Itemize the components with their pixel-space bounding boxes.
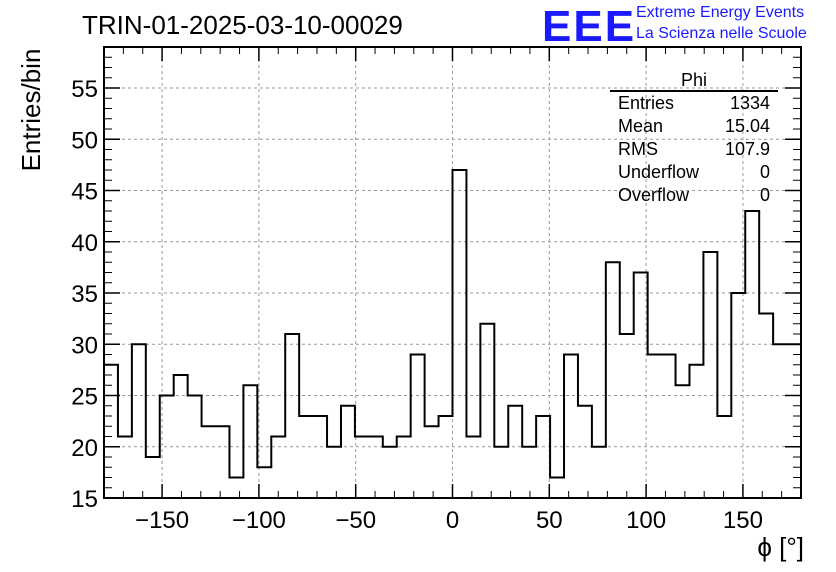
logo-line-2: La Scienza nelle Scuole	[636, 25, 807, 42]
eee-logo: EEE	[542, 2, 637, 51]
x-tick-label: −100	[232, 507, 286, 534]
stats-label: Underflow	[618, 162, 700, 182]
stats-value: 15.04	[724, 116, 770, 136]
stats-value: 0	[759, 162, 770, 182]
y-axis-label: Entries/bin	[16, 48, 46, 172]
stats-label: RMS	[618, 139, 658, 159]
x-tick-label: 50	[536, 507, 563, 534]
y-tick-label: 30	[71, 332, 98, 359]
stats-label: Entries	[618, 93, 675, 113]
stats-label: Overflow	[618, 185, 690, 205]
stats-row-mean: Mean 15.04	[610, 115, 778, 138]
tick-labels: −150 −100 −50 0 50 100 150 15 20 25 30 35 40 45 50 55	[71, 76, 763, 534]
y-tick-label: 15	[71, 486, 98, 513]
x-axis-label: ϕ [°]	[757, 532, 804, 562]
x-tick-label: −150	[135, 507, 189, 534]
x-tick-label: 0	[446, 507, 459, 534]
y-tick-label: 50	[71, 127, 98, 154]
y-tick-label: 35	[71, 281, 98, 308]
stats-value: 0	[759, 185, 770, 205]
stats-title: Phi	[610, 70, 778, 92]
logo-line-1: Extreme Energy Events	[636, 4, 805, 21]
stats-row-rms: RMS 107.9	[610, 138, 778, 161]
x-tick-label: 100	[626, 507, 666, 534]
y-tick-label: 55	[71, 76, 98, 103]
y-tick-label: 45	[71, 179, 98, 206]
stats-row-underflow: Underflow 0	[610, 161, 778, 184]
chart-title: TRIN-01-2025-03-10-00029	[82, 10, 403, 40]
stats-row-entries: Entries 1334	[610, 92, 778, 115]
stats-row-overflow: Overflow 0	[610, 184, 778, 207]
x-tick-label: −50	[335, 507, 376, 534]
stats-value: 107.9	[724, 139, 770, 159]
y-tick-label: 40	[71, 230, 98, 257]
stats-box: Phi Entries 1334 Mean 15.04 RMS 107.9 Un…	[610, 70, 778, 207]
stats-value: 1334	[729, 93, 770, 113]
axis-ticks	[104, 46, 801, 499]
x-tick-label: 150	[723, 507, 763, 534]
y-tick-label: 25	[71, 384, 98, 411]
histogram-step-line	[104, 169, 801, 479]
stats-label: Mean	[618, 116, 664, 136]
plot-frame	[103, 46, 802, 499]
y-tick-label: 20	[71, 435, 98, 462]
